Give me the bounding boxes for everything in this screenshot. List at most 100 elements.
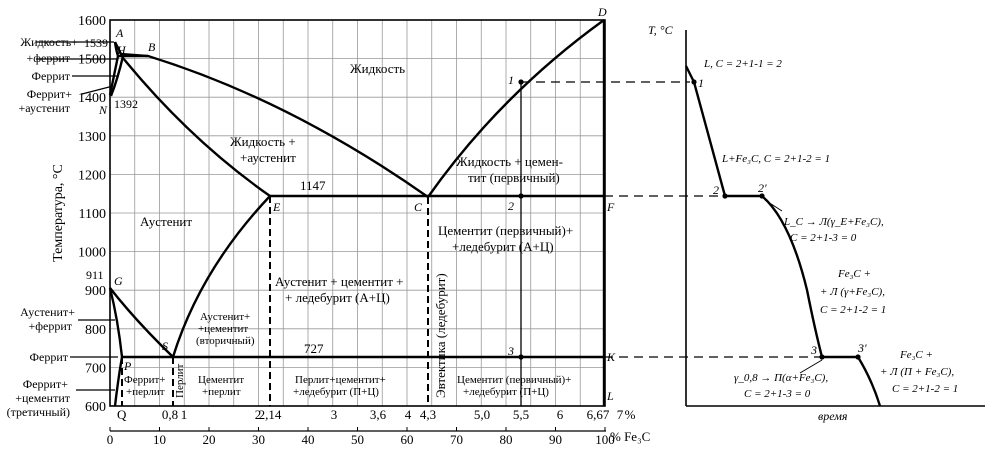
- point-3: [518, 354, 524, 360]
- label-ferrite-austenite-2: +аустенит: [19, 101, 71, 115]
- pt-P: P: [123, 359, 132, 373]
- pt-C: C: [414, 200, 423, 214]
- x-bottom-unit: % Fe₃C: [610, 429, 650, 444]
- temp-1392: 1392: [114, 97, 138, 111]
- pt-H: H: [116, 43, 127, 57]
- line-gp: [108, 287, 124, 358]
- annotation-5b: C = 2+1-3 = 0: [744, 388, 811, 400]
- pt-2: 2: [508, 199, 514, 213]
- phase-lines: [36, 19, 606, 407]
- region-liquid: Жидкость: [350, 61, 405, 76]
- cooling-point-labels: 1 2 2' 3 3': [698, 76, 867, 357]
- pt-G: G: [114, 274, 123, 288]
- pt-D: D: [597, 5, 607, 19]
- x-bottom-tick-label: 70: [450, 432, 463, 447]
- cooling-label-3: 3: [810, 343, 817, 357]
- y-tick-label: 1200: [78, 168, 106, 183]
- pt-A: A: [115, 26, 124, 40]
- x-bottom-tick-label: 20: [203, 432, 216, 447]
- cooling-curve: [684, 65, 882, 407]
- line-es: [171, 195, 271, 358]
- cooling-point-3p: [855, 354, 861, 360]
- small-region-labels: Аустенит+ +цементит (вторичный) Феррит+ …: [124, 311, 571, 398]
- cooling-label-3p: 3': [857, 341, 867, 355]
- cooling-time-label: время: [818, 409, 848, 423]
- region-cem-led-pc-2: +ледебурит (П+Ц): [463, 386, 549, 398]
- label-austenite-ferrite-1: Аустенит+: [20, 305, 75, 319]
- label-ferrite-cementite-3: (третичный): [7, 405, 70, 419]
- annotation-4: Fe₃C +: [837, 268, 871, 280]
- region-cem-led-pc-1: Цементит (первичный)+: [457, 374, 571, 386]
- x-top-tick-label: 0,8: [162, 407, 178, 422]
- x-top-tick-label: 1: [181, 407, 188, 422]
- leader-a5: [799, 359, 823, 374]
- region-aus-cem-led-1: Аустенит + цементит +: [275, 274, 403, 289]
- label-ferrite-2: Феррит: [30, 350, 69, 364]
- annotation-2: L+Fe₃C, C = 2+1-2 = 1: [721, 153, 830, 165]
- y-tick-label: 1000: [78, 246, 106, 261]
- label-ferrite-austenite-1: Феррит+: [27, 87, 72, 101]
- pt-B: B: [148, 40, 156, 54]
- x-top-tick-label: 6,67: [587, 407, 610, 422]
- x-top-ticks: 0,8 1 22,14 3 3,6 4 4,3 5,0 5,5 6 6,67 7%: [162, 407, 636, 422]
- pt-F: F: [606, 200, 615, 214]
- y-tick-label: 700: [85, 361, 106, 376]
- grid: [110, 19, 605, 407]
- liquidus-cd: [427, 19, 605, 198]
- q-label: Q: [117, 407, 127, 422]
- solidus-ah: [113, 41, 120, 57]
- region-austenite: Аустенит: [140, 214, 192, 229]
- region-fer-pearl-1: Феррит+: [124, 374, 165, 386]
- x-top-tick-label: 3,6: [370, 407, 387, 422]
- leader-a3: [764, 199, 783, 212]
- line-jn: [109, 55, 125, 97]
- region-cem-led-2: +ледебурит (А+Ц): [452, 239, 554, 254]
- point-letters: A H B N D E C F G P S K L 1 2 3: [98, 5, 616, 403]
- y-tick-label: 1300: [78, 130, 106, 145]
- cooling-label-2: 2: [713, 183, 719, 197]
- x-bottom-tick-label: 50: [351, 432, 364, 447]
- solidus-je: [122, 57, 271, 197]
- leader-fa: [81, 85, 114, 95]
- region-liquid-cementite-1: Жидкость + цемен-: [456, 154, 563, 169]
- label-ferrite-cementite-1: Феррит+: [23, 377, 68, 391]
- pt-K: K: [606, 350, 616, 364]
- label-liquid-ferrite-2: +феррит: [26, 51, 70, 65]
- x-bottom-tick-label: 60: [401, 432, 414, 447]
- region-pearl-cem-led-1: Перлит+цементит+: [295, 374, 386, 386]
- region-aus-cem-sec-2: +цементит: [198, 323, 248, 335]
- region-pearlite: Перлит: [174, 363, 186, 398]
- region-liquid-austenite-2: +аустенит: [240, 150, 296, 165]
- y-tick-label: 1600: [78, 14, 106, 29]
- annotation-3b: C = 2+1-3 = 0: [790, 232, 857, 244]
- x-bottom-tick-label: 40: [302, 432, 315, 447]
- region-pearl-cem-led-2: +ледебурит (П+Ц): [293, 386, 379, 398]
- region-cem-pearl-1: Цементит: [198, 374, 244, 386]
- annotation-4c: C = 2+1-2 = 1: [820, 304, 886, 316]
- annotation-1: L, C = 2+1-1 = 2: [703, 58, 782, 70]
- y-tick-label: 1100: [79, 207, 106, 222]
- y-tick-label: 800: [85, 323, 106, 338]
- y-tick-label: 600: [85, 400, 106, 415]
- x-top-tick-label: 3: [331, 407, 338, 422]
- x-bottom-tick-label: 10: [153, 432, 166, 447]
- x-top-tick-label: 5,5: [513, 407, 529, 422]
- x-bottom-ticks: 0 10 20 30 40 50 60 70 80 90 100: [107, 427, 615, 447]
- temp-727: 727: [304, 341, 324, 356]
- x-top-tick-label: 7: [617, 407, 624, 422]
- pt-L: L: [606, 389, 614, 403]
- region-aus-cem-sec-3: (вторичный): [196, 335, 255, 347]
- y-tick-labels: 1600 1500 1400 1300 1200 1100 1000 900 800 700 600: [78, 14, 106, 415]
- cooling-label-1: 1: [698, 76, 704, 90]
- y-tick-label: 1500: [78, 53, 106, 68]
- x-top-tick-label: 4,3: [420, 407, 436, 422]
- annotation-6b: + Л (П + Fe₃C),: [880, 366, 954, 378]
- point-2: [518, 193, 524, 199]
- annotation-3: L_C → Л(γ_E+Fe₃C),: [783, 216, 884, 228]
- x-bottom-tick-label: 100: [595, 432, 615, 447]
- pt-S: S: [162, 339, 168, 353]
- cooling-point-1: [691, 79, 697, 85]
- liquidus-abc: [113, 41, 429, 198]
- x-top-tick-label: 2: [255, 407, 262, 422]
